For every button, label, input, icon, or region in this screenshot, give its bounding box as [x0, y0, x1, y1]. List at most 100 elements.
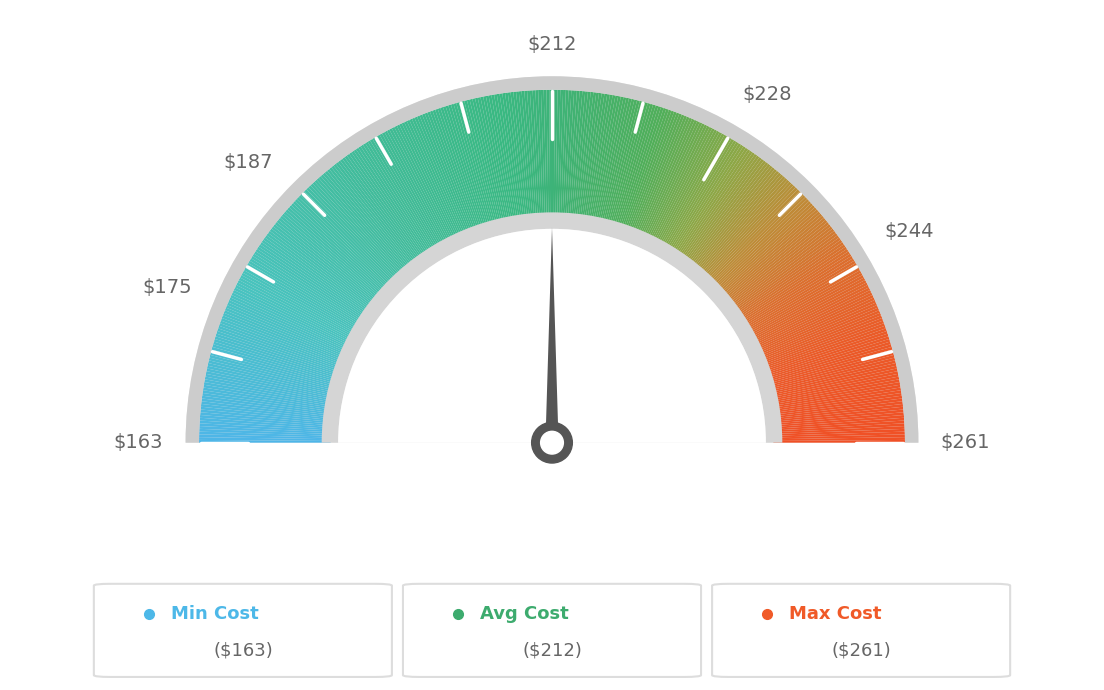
Wedge shape: [353, 149, 429, 259]
Wedge shape: [220, 321, 344, 368]
Wedge shape: [420, 115, 470, 237]
Wedge shape: [614, 104, 654, 230]
Wedge shape: [298, 195, 394, 288]
Text: Max Cost: Max Cost: [789, 605, 882, 623]
Wedge shape: [754, 300, 875, 355]
Wedge shape: [215, 334, 341, 376]
Wedge shape: [684, 161, 766, 267]
Wedge shape: [660, 135, 726, 250]
Wedge shape: [404, 121, 460, 241]
Wedge shape: [226, 305, 348, 358]
Wedge shape: [499, 93, 521, 224]
Wedge shape: [763, 336, 890, 377]
Wedge shape: [370, 139, 439, 253]
Wedge shape: [761, 323, 885, 369]
Wedge shape: [598, 98, 629, 227]
Wedge shape: [224, 310, 347, 361]
Wedge shape: [772, 398, 902, 417]
Wedge shape: [340, 159, 421, 266]
Wedge shape: [773, 409, 904, 424]
Wedge shape: [690, 167, 775, 271]
Wedge shape: [617, 106, 658, 232]
Wedge shape: [708, 191, 802, 286]
Wedge shape: [773, 437, 905, 441]
Wedge shape: [700, 180, 789, 279]
Wedge shape: [756, 308, 879, 359]
Wedge shape: [757, 313, 881, 363]
Wedge shape: [659, 133, 724, 250]
Circle shape: [541, 431, 563, 454]
Wedge shape: [625, 110, 671, 235]
Wedge shape: [484, 96, 510, 226]
Wedge shape: [201, 401, 332, 418]
Wedge shape: [347, 154, 425, 263]
Wedge shape: [773, 412, 904, 425]
Wedge shape: [201, 406, 332, 422]
Wedge shape: [765, 350, 893, 386]
Wedge shape: [384, 131, 448, 248]
Wedge shape: [624, 109, 669, 234]
Polygon shape: [545, 227, 559, 457]
Wedge shape: [681, 155, 760, 264]
Wedge shape: [263, 237, 372, 315]
Wedge shape: [266, 233, 374, 313]
Wedge shape: [199, 440, 331, 443]
Wedge shape: [480, 97, 509, 226]
Wedge shape: [559, 90, 566, 221]
Wedge shape: [709, 193, 804, 288]
Wedge shape: [699, 178, 787, 278]
Wedge shape: [604, 99, 637, 228]
Wedge shape: [414, 117, 467, 239]
Wedge shape: [247, 263, 361, 331]
Wedge shape: [546, 90, 550, 221]
Wedge shape: [765, 347, 892, 384]
Wedge shape: [390, 128, 452, 246]
Wedge shape: [199, 435, 331, 440]
Wedge shape: [320, 175, 408, 275]
Wedge shape: [291, 203, 390, 294]
Wedge shape: [641, 120, 698, 241]
Wedge shape: [773, 428, 905, 436]
Wedge shape: [682, 157, 762, 265]
Wedge shape: [315, 180, 404, 279]
Wedge shape: [204, 382, 333, 406]
Wedge shape: [202, 398, 332, 417]
Wedge shape: [510, 92, 528, 223]
Wedge shape: [564, 90, 574, 221]
Wedge shape: [612, 103, 650, 230]
Wedge shape: [673, 148, 749, 259]
Wedge shape: [743, 266, 859, 333]
Wedge shape: [701, 181, 792, 280]
Wedge shape: [185, 77, 919, 443]
Wedge shape: [200, 415, 331, 427]
Wedge shape: [435, 109, 480, 234]
Wedge shape: [702, 184, 794, 282]
Wedge shape: [554, 90, 558, 221]
Wedge shape: [450, 104, 490, 230]
Wedge shape: [280, 215, 383, 302]
Wedge shape: [302, 191, 396, 286]
Wedge shape: [349, 152, 426, 262]
Wedge shape: [721, 215, 824, 302]
Wedge shape: [747, 277, 866, 341]
Wedge shape: [736, 246, 847, 321]
Wedge shape: [752, 290, 871, 348]
Wedge shape: [672, 146, 746, 257]
Wedge shape: [456, 102, 493, 230]
Wedge shape: [204, 377, 335, 403]
Wedge shape: [765, 344, 892, 383]
Wedge shape: [750, 282, 868, 344]
Wedge shape: [734, 242, 843, 318]
Wedge shape: [677, 151, 753, 261]
Wedge shape: [200, 426, 331, 434]
Wedge shape: [750, 285, 869, 345]
Wedge shape: [475, 98, 506, 227]
Wedge shape: [582, 93, 602, 224]
Wedge shape: [711, 197, 807, 290]
Wedge shape: [661, 136, 730, 251]
Wedge shape: [574, 92, 591, 223]
Wedge shape: [735, 244, 846, 319]
Wedge shape: [630, 112, 679, 236]
Wedge shape: [746, 273, 862, 337]
Wedge shape: [758, 315, 882, 364]
